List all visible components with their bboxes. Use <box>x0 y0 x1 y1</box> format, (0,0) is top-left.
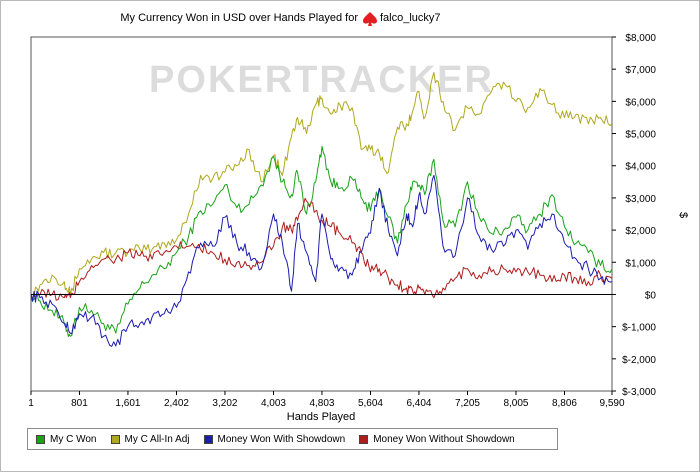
x-tick-label: 1,601 <box>115 398 140 409</box>
chart-title: My Currency Won in USD over Hands Played… <box>120 12 358 24</box>
x-tick-label: 4,803 <box>309 398 334 409</box>
watermark-logo: POKERTRACKER <box>149 59 494 101</box>
y-tick-label: $0 <box>645 290 657 301</box>
legend-label: My C All-In Adj <box>124 433 190 445</box>
x-tick-label: 4,003 <box>261 398 286 409</box>
x-tick-label: 5,604 <box>358 398 383 409</box>
legend-item: Money Won Without Showdown <box>359 434 515 445</box>
legend-item: My C Won <box>36 434 97 445</box>
legend-item: Money Won With Showdown <box>203 433 346 445</box>
x-tick-label: 1 <box>28 398 34 409</box>
series-line-money-won-without-showdown <box>30 197 613 301</box>
y-tick-label: $8,000 <box>625 33 656 44</box>
chart-legend: My C Won My C All-In Adj Money Won With Sh… <box>27 428 558 450</box>
x-tick-label: 2,402 <box>164 398 189 409</box>
legend-item: My C All-In Adj <box>110 433 190 445</box>
x-tick-label: 801 <box>71 398 88 409</box>
x-tick-label: 7,205 <box>455 398 480 409</box>
player-name: falco_lucky7 <box>380 12 441 24</box>
y-tick-label: $5,000 <box>625 130 656 141</box>
series-line-money-won-with-showdown <box>30 174 613 347</box>
legend-swatch <box>110 434 120 444</box>
y-tick-label: $2,000 <box>625 226 656 237</box>
y-tick-label: $1,000 <box>625 258 656 269</box>
x-tick-label: 8,005 <box>503 398 528 409</box>
legend-swatch <box>36 434 45 444</box>
spade-suit-icon <box>363 12 377 26</box>
y-tick-label: $-1,000 <box>622 323 656 334</box>
legend-swatch <box>203 434 213 444</box>
y-axis-title: $ <box>677 212 689 218</box>
legend-label: Money Won With Showdown <box>217 433 346 445</box>
plot-area: POKERTRACKER $-3,000 $-2,000 $-1,000 $0 $1,00… <box>28 33 656 409</box>
y-tick-label: $6,000 <box>625 97 656 108</box>
x-axis-title: Hands Played <box>287 411 356 423</box>
series-line-my-c-won <box>30 145 613 337</box>
series-line-my-c-all-in-adj <box>30 71 613 300</box>
legend-label: My C Won <box>50 433 97 445</box>
x-tick-label: 8,806 <box>552 398 577 409</box>
legend-swatch <box>359 434 369 444</box>
y-tick-label: $3,000 <box>625 194 656 205</box>
y-tick-label: $-3,000 <box>622 387 656 398</box>
legend-label: Money Won Without Showdown <box>373 433 515 445</box>
x-tick-label: 3,202 <box>212 398 237 409</box>
y-tick-label: $4,000 <box>625 162 656 173</box>
x-tick-label: 9,590 <box>599 398 624 409</box>
y-tick-label: $7,000 <box>625 65 656 76</box>
x-tick-label: 6,404 <box>406 398 431 409</box>
y-tick-label: $-2,000 <box>622 355 656 366</box>
